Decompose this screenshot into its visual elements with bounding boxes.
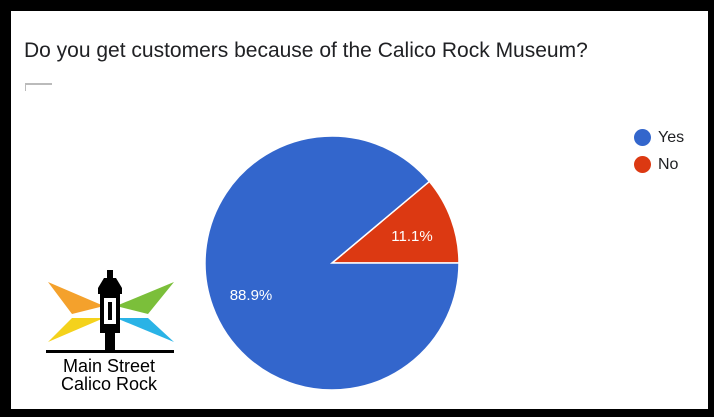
pie-label-no: 11.1% (391, 228, 432, 245)
legend-label-no: No (658, 155, 679, 173)
pie-slice-yes (204, 135, 460, 391)
chart-title: Do you get customers because of the Cali… (24, 39, 588, 62)
legend-swatch-yes (634, 129, 651, 146)
pie-slice-no (329, 180, 460, 264)
pie-label-yes: 88.9% (230, 287, 273, 304)
decorative-mark (25, 83, 52, 91)
legend-swatch-no (634, 156, 651, 173)
legend-label-yes: Yes (658, 128, 685, 146)
legend: Yes No (634, 124, 684, 178)
logo-text-line2: Calico Rock (60, 374, 158, 394)
street-lamp-icon (46, 270, 174, 353)
legend-item-no: No (634, 151, 684, 178)
legend-item-yes: Yes (634, 124, 684, 151)
logo-text-line1: Main Street (62, 356, 156, 376)
main-street-calico-rock-logo: Main Street Calico Rock (34, 266, 184, 398)
